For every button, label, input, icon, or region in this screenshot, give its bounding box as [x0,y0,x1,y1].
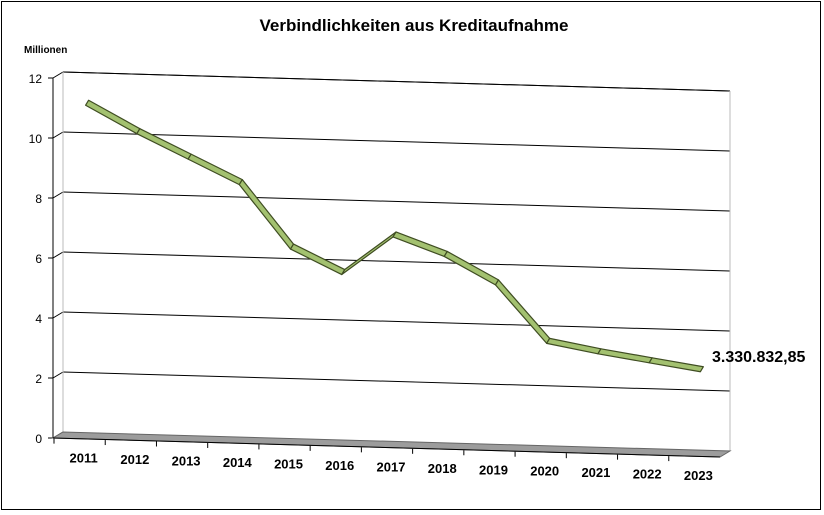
series-segment [597,348,653,364]
x-tick-label: 2021 [581,465,610,480]
end-value-annotation: 3.330.832,85 [712,349,806,366]
y-tick-labels: 0 2 4 6 8 10 12 [29,72,43,446]
chart-title: Verbindlichkeiten aus Kreditaufnahme [260,16,569,35]
gridline-depth [52,131,64,139]
y-tick-label: 12 [29,72,43,86]
y-tick-label: 0 [35,432,42,446]
x-tick-label: 2011 [70,451,98,466]
series-segment [341,231,397,276]
y-tick-label: 4 [35,312,42,326]
x-tick-labels: 2011 2012 2013 2014 2015 2016 2017 2018 2019 2020… [70,451,713,484]
x-tick-label: 2020 [530,464,559,479]
x-tick-label: 2023 [684,468,713,483]
gridline-depth [52,191,64,199]
series-segment [494,279,551,344]
x-tick-label: 2019 [479,462,508,477]
y-tick-label: 2 [35,372,42,386]
chart-floor [51,431,732,458]
x-tick-label: 2018 [428,461,457,476]
gridline [62,131,731,152]
x-tick-label: 2017 [377,459,406,474]
axes [48,71,732,462]
gridline-depth [52,71,64,79]
x-tick-label: 2012 [120,452,149,467]
back-wall-top [62,71,731,92]
x-axis-line [52,437,721,458]
series-segment [238,179,295,250]
series-segment [136,128,192,160]
series-segment [392,231,448,258]
gridline-depth [52,311,64,319]
y-tick-label: 8 [35,192,42,206]
y-tick-label: 6 [35,252,42,266]
x-tick-label: 2013 [172,454,201,469]
y-axis-unit-label: Millionen [24,45,67,56]
x-tick-label: 2016 [325,458,354,473]
series-segment [187,153,243,186]
series-segment [546,337,602,355]
gridline [62,311,731,332]
gridlines [52,71,731,439]
x-tick-label: 2015 [274,456,303,471]
gridline [62,371,731,392]
series-segment [443,250,500,286]
x-tick-label: 2022 [633,467,662,482]
series-segment [85,99,141,135]
gridline [62,191,731,212]
gridline-depth [52,371,64,379]
x-tick-label: 2014 [223,455,253,470]
gridline [62,251,731,272]
gridline-depth [52,251,64,259]
y-tick-label: 10 [29,132,43,146]
series-line [85,99,704,373]
series-segment [648,357,704,373]
